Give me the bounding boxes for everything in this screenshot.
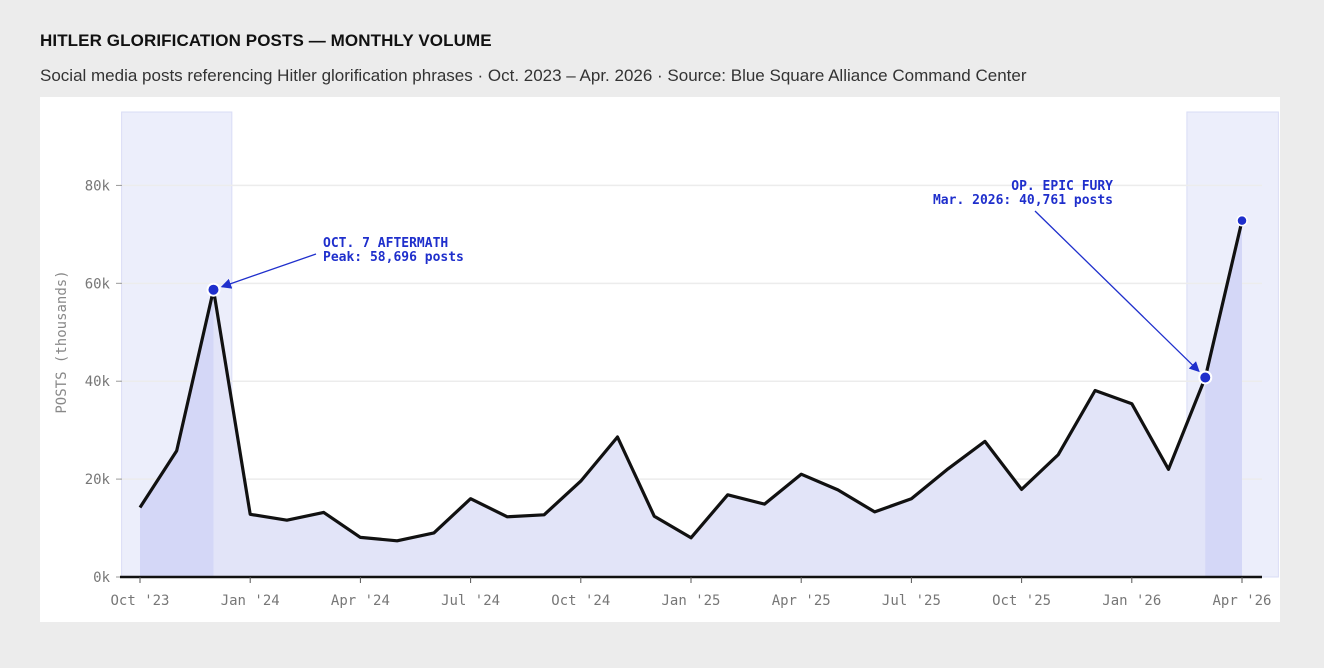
data-point-marker xyxy=(1198,370,1213,385)
x-tick-label: Jan '26 xyxy=(1102,593,1161,609)
annotation-title: OP. EPIC FURY xyxy=(1011,179,1113,194)
y-axis-label: POSTS (thousands) xyxy=(54,270,70,413)
annotation-detail: Mar. 2026: 40,761 posts xyxy=(933,193,1113,208)
x-tick-label: Oct '25 xyxy=(992,593,1051,609)
annotation-detail: Peak: 58,696 posts xyxy=(323,250,464,265)
x-tick-label: Apr '26 xyxy=(1212,593,1271,609)
series-line xyxy=(138,220,1244,543)
annotation-arrow xyxy=(1034,210,1200,373)
y-tick-label: 0k xyxy=(93,570,110,586)
y-tick-label: 20k xyxy=(85,472,111,488)
chart-title: HITLER GLORIFICATION POSTS — MONTHLY VOL… xyxy=(40,31,492,50)
y-tick-label: 60k xyxy=(85,276,111,292)
chart-subtitle: Social media posts referencing Hitler gl… xyxy=(40,66,1027,85)
y-tick-label: 80k xyxy=(85,178,111,194)
x-tick-label: Jan '24 xyxy=(221,593,280,609)
highlight-area-fill xyxy=(140,289,214,577)
x-tick-label: Oct '23 xyxy=(110,593,169,609)
area-fill xyxy=(140,220,1242,577)
annotation-arrow xyxy=(220,253,317,289)
x-tick-label: Jan '25 xyxy=(661,593,720,609)
highlight-area-fill xyxy=(1205,220,1242,577)
annotation-title: OCT. 7 AFTERMATH xyxy=(323,236,448,251)
y-tick-label: 40k xyxy=(85,374,111,390)
x-tick-label: Apr '25 xyxy=(772,593,831,609)
plot-area: 0k 20k 40k 60k 80k Oct '23 Jan '24 Apr '24 Jul '… xyxy=(40,97,1280,622)
x-tick-label: Jul '25 xyxy=(882,593,941,609)
line-chart: 0k 20k 40k 60k 80k Oct '23 Jan '24 Apr '24 Jul '… xyxy=(54,111,1279,609)
data-point-marker xyxy=(1236,214,1248,227)
x-tick-label: Jul '24 xyxy=(441,593,500,609)
data-point-marker xyxy=(206,282,221,297)
x-tick-label: Oct '24 xyxy=(551,593,610,609)
x-tick-label: Apr '24 xyxy=(331,593,390,609)
